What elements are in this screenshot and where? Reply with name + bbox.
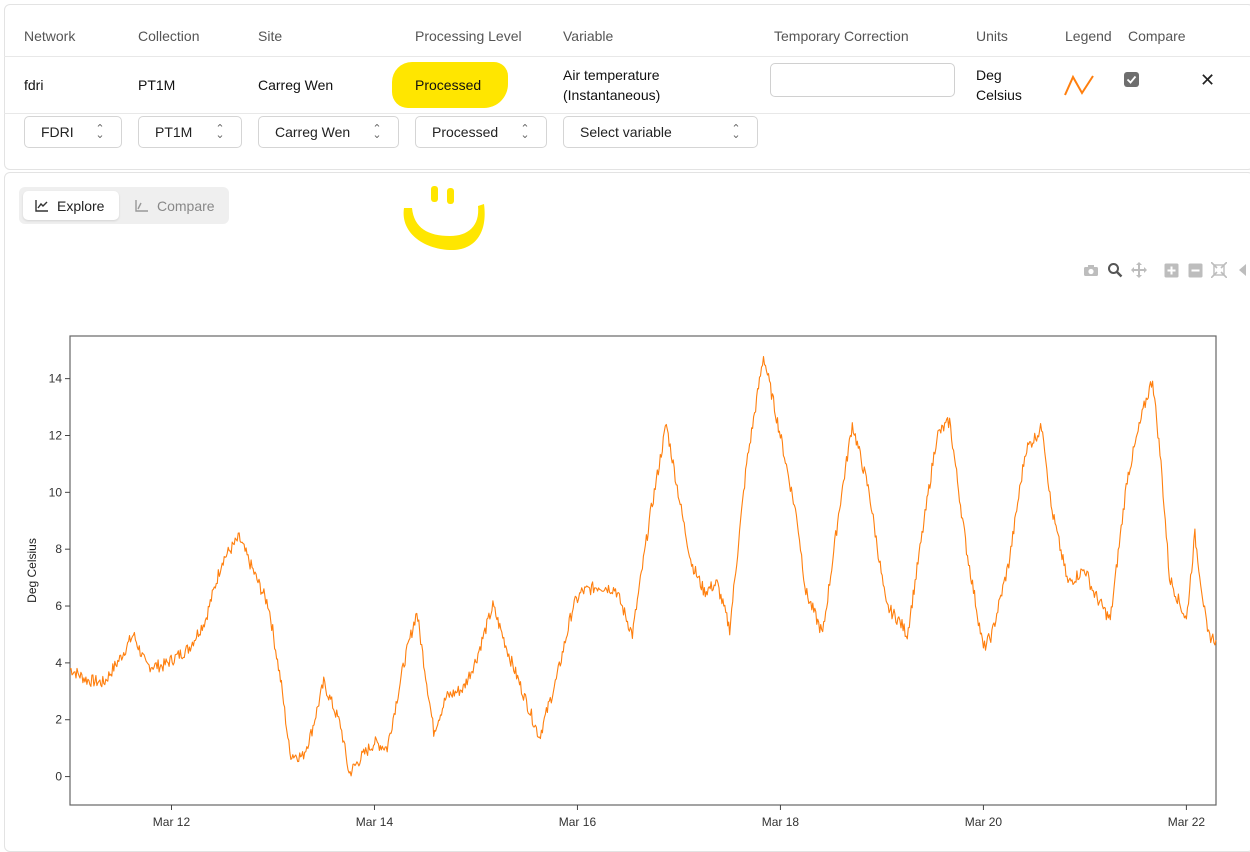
chart-panel: [4, 172, 1250, 852]
y-tick-label: 0: [55, 770, 62, 784]
header-units: Units: [976, 28, 1008, 44]
series-line: [69, 356, 1217, 777]
chart-axes-icon: [135, 200, 148, 212]
header-variable: Variable: [563, 28, 614, 44]
header-legend: Legend: [1065, 28, 1112, 44]
y-tick-label: 8: [55, 542, 62, 556]
check-icon: [1126, 75, 1137, 84]
y-tick-label: 10: [49, 485, 63, 499]
tab-explore-label: Explore: [57, 197, 105, 214]
y-tick-label: 6: [55, 599, 62, 613]
chevron-updown-icon: ⌃ ⌄: [215, 122, 225, 141]
camera-icon[interactable]: [1082, 262, 1100, 278]
site-select-value: Carreg Wen: [275, 124, 351, 140]
cell-variable-line2: (Instantaneous): [563, 87, 661, 103]
x-tick-label: Mar 12: [153, 815, 191, 829]
header-temporary-correction: Temporary Correction: [774, 28, 909, 44]
variable-select-value: Select variable: [580, 124, 672, 140]
processing-level-select-value: Processed: [432, 124, 499, 140]
collection-select-value: PT1M: [155, 124, 193, 140]
header-divider: [4, 56, 1250, 57]
autoscale-icon[interactable]: [1210, 262, 1228, 278]
chevron-updown-icon: ⌃ ⌄: [520, 122, 530, 141]
zoom-icon[interactable]: [1106, 262, 1124, 278]
y-tick-label: 12: [49, 428, 63, 442]
cell-processing-level: Processed: [415, 77, 482, 93]
legend-line-icon[interactable]: [1063, 72, 1097, 98]
cell-units-line2: Celsius: [976, 87, 1022, 103]
chevron-updown-icon: ⌃ ⌄: [731, 122, 741, 141]
variable-select[interactable]: Select variable ⌃ ⌄: [563, 116, 758, 148]
network-select[interactable]: FDRI ⌃ ⌄: [24, 116, 122, 148]
y-tick-label: 2: [55, 713, 62, 727]
x-tick-label: Mar 22: [1168, 815, 1206, 829]
cell-network: fdri: [24, 77, 44, 93]
processing-level-select[interactable]: Processed ⌃ ⌄: [415, 116, 547, 148]
y-axis-label: Deg Celsius: [25, 538, 39, 603]
y-tick-label: 14: [49, 372, 63, 386]
y-tick-label: 4: [55, 656, 62, 670]
x-tick-label: Mar 14: [356, 815, 394, 829]
line-chart-icon: [35, 200, 48, 212]
smiley-doodle: [403, 186, 485, 250]
header-collection: Collection: [138, 28, 200, 44]
collection-select[interactable]: PT1M ⌃ ⌄: [138, 116, 242, 148]
tab-compare-label: Compare: [157, 197, 215, 214]
temperature-chart[interactable]: 0 2 4 6 8 10 12 14 Mar 12 Mar 14 Mar 16 Mar 18 Mar 2…: [0, 320, 1250, 843]
chart-modebar: [1082, 262, 1250, 278]
zoom-in-icon[interactable]: [1162, 262, 1180, 278]
header-site: Site: [258, 28, 283, 44]
temporary-correction-input[interactable]: [770, 63, 955, 97]
highlight-mark: [392, 62, 508, 108]
cell-variable-line1: Air temperature: [563, 67, 660, 83]
view-tabs: Explore Compare: [19, 187, 229, 224]
x-tick-label: Mar 20: [965, 815, 1003, 829]
cell-site: Carreg Wen: [258, 77, 334, 93]
tab-explore[interactable]: Explore: [23, 191, 119, 220]
x-tick-label: Mar 16: [559, 815, 597, 829]
chevron-updown-icon: ⌃ ⌄: [372, 122, 382, 141]
remove-row-button[interactable]: ✕: [1200, 70, 1216, 90]
header-compare: Compare: [1128, 28, 1186, 44]
row-divider: [4, 113, 1250, 114]
header-network: Network: [24, 28, 76, 44]
compare-checkbox[interactable]: [1124, 72, 1139, 87]
tab-compare[interactable]: Compare: [123, 191, 227, 220]
chevron-updown-icon: ⌃ ⌄: [95, 122, 105, 141]
plot-frame: [69, 335, 1217, 806]
cell-units-line1: Deg: [976, 67, 1002, 83]
reset-icon[interactable]: [1234, 262, 1250, 278]
cell-collection: PT1M: [138, 77, 176, 93]
zoom-out-icon[interactable]: [1186, 262, 1204, 278]
x-tick-label: Mar 18: [762, 815, 800, 829]
header-processing-level: Processing Level: [415, 28, 522, 44]
network-select-value: FDRI: [41, 124, 74, 140]
pan-icon[interactable]: [1130, 262, 1148, 278]
site-select[interactable]: Carreg Wen ⌃ ⌄: [258, 116, 399, 148]
